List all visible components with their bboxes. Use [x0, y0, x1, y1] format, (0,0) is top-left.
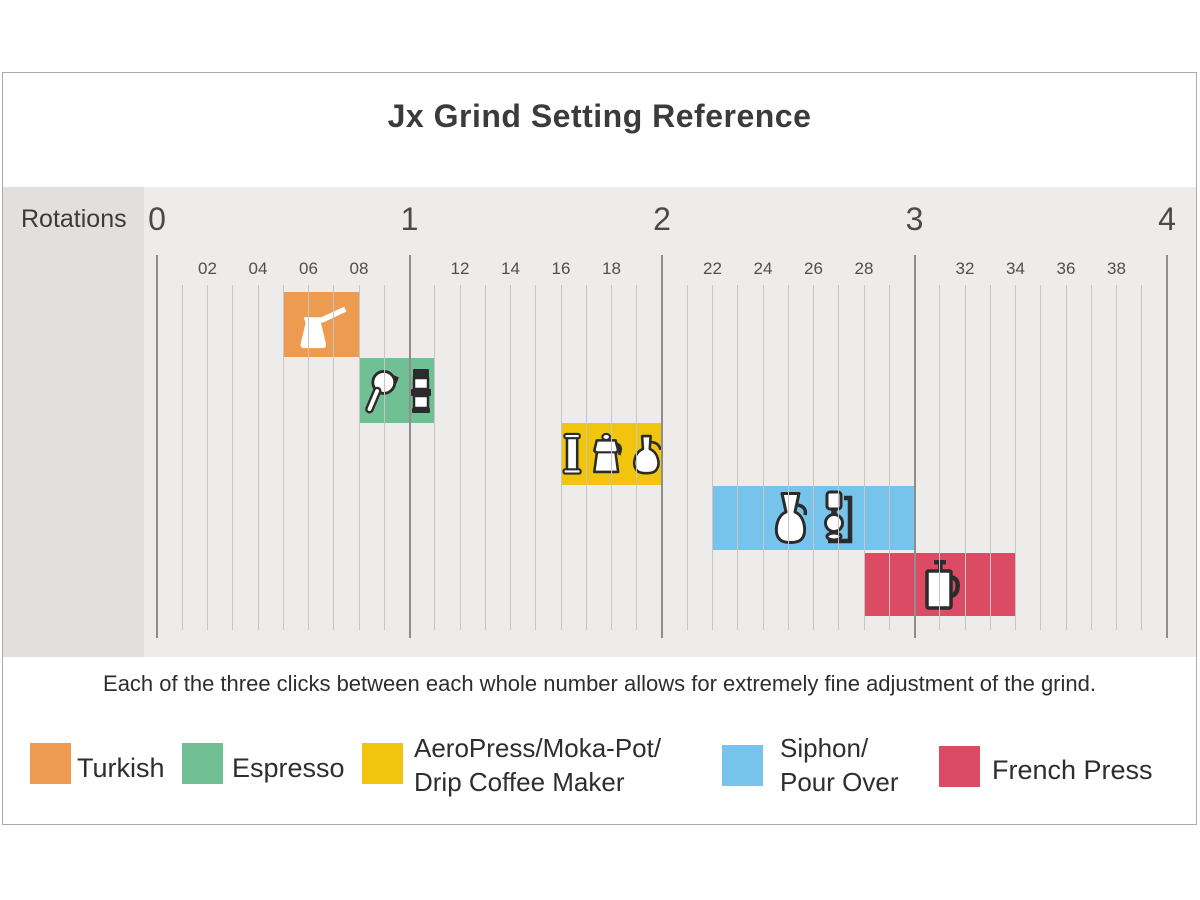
bar-turkish: [283, 292, 359, 357]
gridline-minor: [787, 285, 789, 630]
major-tick-label: 3: [905, 201, 924, 237]
gridline-minor: [964, 285, 966, 630]
french-press-icon: [925, 559, 960, 610]
minor-tick-label: 18: [602, 259, 621, 278]
chart-title: Jx Grind Setting Reference: [387, 98, 812, 134]
chart-area: Rotations: [3, 187, 1196, 657]
gridline-minor: [1040, 285, 1042, 630]
minor-tick-label: 24: [753, 259, 773, 278]
legend-label-turkish: Turkish: [77, 753, 165, 783]
gridline-minor: [838, 285, 840, 630]
caption: Each of the three clicks between each wh…: [103, 671, 1096, 696]
legend-label-espresso: Espresso: [232, 753, 345, 783]
plot-area: 0 1 2 3 4 02 04 06 08 12 14 16 18 22 24 26 28 32 34 36 38: [144, 187, 1196, 657]
gridline-major: [156, 255, 158, 638]
minor-tick-label: 02: [198, 259, 217, 278]
gridline-minor: [282, 285, 284, 630]
minor-tick-label: 36: [1056, 259, 1076, 278]
carafe-icon: [633, 434, 662, 475]
moka-pot-icon: [593, 432, 623, 474]
gridline-minor: [712, 285, 713, 630]
major-tick-label: 4: [1158, 201, 1176, 237]
minor-tick-label: 16: [551, 259, 571, 278]
gridline-minor: [762, 285, 764, 630]
gridline-minor: [611, 285, 612, 630]
gridline-minor: [636, 285, 638, 630]
gridline-minor: [939, 285, 941, 630]
minor-tick-label: 28: [854, 259, 874, 278]
gridline-minor: [737, 285, 739, 630]
gridline-minor: [383, 285, 385, 630]
legend-swatch-siphon-pourover: [722, 745, 763, 786]
legend-swatch-aeropress-moka-drip: [362, 743, 403, 784]
gridline-minor: [535, 285, 537, 630]
legend-label-aeropress-moka-drip: AeroPress/Moka-Pot/ Drip Coffee Maker: [414, 733, 662, 797]
gridline-minor: [510, 285, 511, 630]
minor-tick-label: 32: [955, 259, 975, 278]
gridline-minor: [459, 285, 461, 630]
major-tick-label: 1: [400, 201, 419, 237]
gridline-minor: [207, 285, 208, 630]
gridline-minor: [434, 285, 436, 630]
legend-label-siphon-pourover: Siphon/ Pour Over: [780, 733, 899, 797]
gridline-minor: [181, 285, 183, 630]
legend-swatch-espresso: [182, 743, 223, 784]
gridline-minor: [232, 285, 234, 630]
gridline-minor: [308, 285, 309, 630]
gridline-major: [913, 255, 916, 638]
gridline-minor: [989, 285, 991, 630]
minor-tick-label: 06: [299, 259, 318, 278]
minor-tick-label: 14: [501, 259, 520, 278]
gridline-minor: [686, 285, 688, 630]
legend: Turkish Espresso AeroPress/Moka-Pot/ Dri…: [3, 73, 1196, 824]
rotations-label-box: Rotations: [3, 187, 144, 657]
legend-label-french-press: French Press: [992, 755, 1153, 785]
gridline-minor: [358, 285, 360, 630]
tamper-icon: [411, 368, 432, 413]
minor-tick-label: 08: [349, 259, 369, 278]
gridline-minor: [1065, 285, 1067, 630]
axis-label: Rotations: [21, 205, 127, 233]
minor-tick-label: 04: [248, 259, 268, 278]
gridline-minor: [1090, 285, 1092, 630]
gridline-minor: [1015, 285, 1016, 630]
gridline-minor: [1141, 285, 1143, 630]
chart-card: Jx Grind Setting Reference Rotations: [2, 72, 1197, 825]
aeropress-icon: [562, 432, 582, 475]
minor-tick-label: 12: [450, 259, 470, 278]
major-tick-label: 2: [653, 201, 671, 237]
gridline-minor: [1116, 285, 1117, 630]
gridline-minor: [585, 285, 587, 630]
bar-espresso: [359, 358, 435, 423]
gridline-minor: [257, 285, 259, 630]
gridline-minor: [863, 285, 865, 630]
gridline-minor: [484, 285, 486, 630]
gridline-minor: [333, 285, 335, 630]
cezve-icon: [300, 306, 347, 348]
major-tick-label: 0: [148, 201, 166, 237]
gridline-minor: [813, 285, 814, 630]
gridline-major: [661, 255, 663, 638]
minor-tick-label: 22: [703, 259, 722, 278]
gridline-minor: [560, 285, 562, 630]
minor-tick-label: 34: [1006, 259, 1025, 278]
gridline-minor: [888, 285, 890, 630]
minor-tick-label: 26: [804, 259, 823, 278]
legend-swatch-turkish: [30, 743, 71, 784]
gridline-major: [1166, 255, 1168, 638]
legend-swatch-french-press: [939, 746, 980, 787]
gridline-major: [408, 255, 411, 638]
minor-tick-label: 38: [1107, 259, 1126, 278]
pourover-icon: [774, 492, 808, 544]
